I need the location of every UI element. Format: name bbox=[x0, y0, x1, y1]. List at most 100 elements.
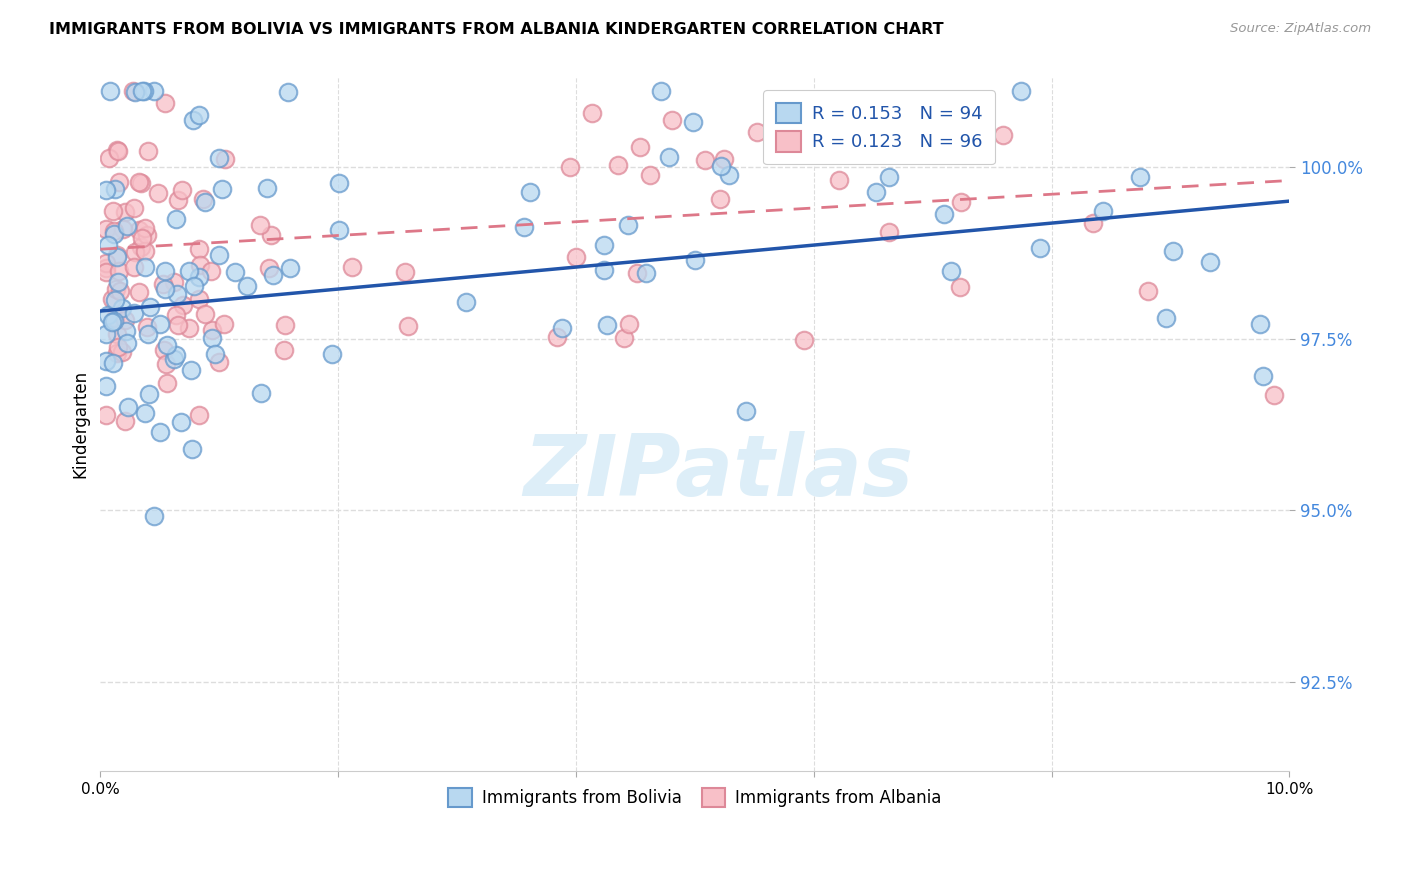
Point bbox=[105, 248, 128, 262]
Point bbox=[107, 144, 129, 158]
Point bbox=[546, 330, 568, 344]
Point bbox=[204, 346, 226, 360]
Point bbox=[103, 314, 125, 328]
Point bbox=[194, 194, 217, 209]
Point bbox=[156, 376, 179, 391]
Point bbox=[626, 266, 648, 280]
Point bbox=[607, 158, 630, 172]
Point bbox=[188, 258, 211, 272]
Point bbox=[170, 415, 193, 429]
Point bbox=[105, 327, 128, 342]
Point bbox=[550, 321, 572, 335]
Point bbox=[135, 228, 157, 243]
Point bbox=[211, 182, 233, 196]
Point bbox=[101, 315, 124, 329]
Point bbox=[136, 320, 159, 334]
Point bbox=[949, 280, 972, 294]
Point bbox=[104, 181, 127, 195]
Point bbox=[396, 319, 419, 334]
Point bbox=[156, 338, 179, 352]
Point bbox=[1091, 203, 1114, 218]
Point bbox=[153, 343, 176, 358]
Point bbox=[172, 298, 194, 312]
Point bbox=[163, 275, 186, 289]
Point bbox=[634, 266, 657, 280]
Point bbox=[131, 84, 153, 98]
Point bbox=[143, 84, 166, 98]
Point bbox=[117, 219, 139, 234]
Point bbox=[134, 84, 156, 98]
Point bbox=[1129, 169, 1152, 184]
Point bbox=[710, 159, 733, 173]
Point bbox=[180, 363, 202, 377]
Point bbox=[96, 265, 118, 279]
Point bbox=[593, 263, 616, 277]
Point bbox=[108, 175, 131, 189]
Point bbox=[454, 295, 477, 310]
Point bbox=[138, 326, 160, 341]
Point bbox=[131, 231, 153, 245]
Point bbox=[101, 204, 124, 219]
Point bbox=[117, 335, 139, 350]
Point bbox=[911, 138, 934, 153]
Point bbox=[1263, 388, 1285, 402]
Point bbox=[128, 223, 150, 237]
Point bbox=[865, 186, 887, 200]
Point bbox=[1028, 241, 1050, 255]
Point bbox=[638, 168, 661, 182]
Point bbox=[177, 264, 200, 278]
Point bbox=[108, 263, 131, 277]
Point bbox=[96, 261, 118, 276]
Point bbox=[208, 151, 231, 165]
Point bbox=[201, 323, 224, 337]
Point bbox=[134, 220, 156, 235]
Point bbox=[96, 378, 118, 392]
Point bbox=[103, 227, 125, 242]
Point bbox=[107, 275, 129, 289]
Point bbox=[613, 331, 636, 345]
Point bbox=[236, 279, 259, 293]
Point bbox=[250, 385, 273, 400]
Point bbox=[328, 176, 350, 190]
Point bbox=[97, 151, 120, 165]
Point bbox=[257, 260, 280, 275]
Point bbox=[713, 152, 735, 166]
Point bbox=[177, 320, 200, 334]
Point bbox=[105, 281, 128, 295]
Point bbox=[661, 112, 683, 127]
Point bbox=[97, 238, 120, 252]
Point bbox=[932, 207, 955, 221]
Point bbox=[214, 152, 236, 166]
Point bbox=[993, 128, 1015, 142]
Point bbox=[278, 260, 301, 275]
Point bbox=[187, 108, 209, 122]
Point bbox=[187, 293, 209, 307]
Point bbox=[114, 204, 136, 219]
Point bbox=[172, 183, 194, 197]
Point bbox=[122, 306, 145, 320]
Point bbox=[187, 408, 209, 422]
Point bbox=[163, 352, 186, 367]
Point bbox=[134, 406, 156, 420]
Point bbox=[98, 84, 121, 98]
Legend: Immigrants from Bolivia, Immigrants from Albania: Immigrants from Bolivia, Immigrants from… bbox=[440, 780, 949, 815]
Point bbox=[142, 508, 165, 523]
Point bbox=[793, 333, 815, 347]
Point bbox=[129, 240, 152, 254]
Point bbox=[181, 442, 204, 456]
Point bbox=[96, 327, 118, 342]
Point bbox=[877, 225, 900, 239]
Text: IMMIGRANTS FROM BOLIVIA VS IMMIGRANTS FROM ALBANIA KINDERGARTEN CORRELATION CHAR: IMMIGRANTS FROM BOLIVIA VS IMMIGRANTS FR… bbox=[49, 22, 943, 37]
Point bbox=[128, 176, 150, 190]
Point bbox=[340, 260, 363, 274]
Point bbox=[117, 400, 139, 414]
Point bbox=[128, 285, 150, 300]
Point bbox=[155, 95, 177, 110]
Point bbox=[112, 222, 135, 236]
Point bbox=[745, 125, 768, 139]
Point bbox=[1161, 244, 1184, 258]
Point bbox=[709, 193, 731, 207]
Point bbox=[122, 260, 145, 275]
Point bbox=[148, 186, 170, 200]
Point bbox=[1136, 284, 1159, 298]
